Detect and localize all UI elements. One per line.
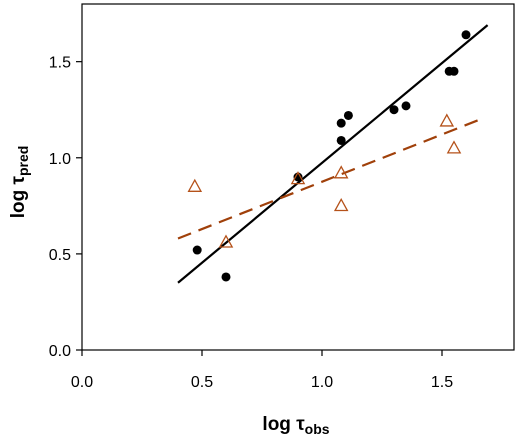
plot-frame (81, 3, 515, 351)
y-tick-label: 0.0 (49, 343, 71, 360)
series-2-point (218, 234, 234, 248)
x-tick-label: 1.5 (431, 374, 453, 391)
series-2 (177, 113, 481, 248)
series-2-fit-line (177, 118, 481, 240)
series-2-point (290, 171, 306, 185)
series-1 (177, 24, 489, 284)
series-1-point (221, 272, 231, 282)
plot-area (177, 24, 489, 284)
series-2-point (439, 113, 455, 127)
series-2-point (446, 140, 462, 154)
series-1-point (192, 245, 202, 255)
series-1-point (336, 118, 346, 128)
series-1-point (449, 66, 459, 76)
x-axis-label-main: log τ (262, 414, 305, 435)
y-axis-label-main: log τ (8, 176, 29, 219)
series-1-point (401, 101, 411, 111)
series-1-point (336, 135, 346, 145)
series-2-point (333, 197, 349, 212)
series-1-point (389, 105, 399, 115)
axes: 0.0 0.5 1.0 1.5 0.0 0.5 1.0 1.5 (49, 3, 515, 391)
series-1-point (461, 30, 471, 40)
x-axis-label-subscript: obs (305, 421, 330, 436)
y-axis-label-subscript: pred (15, 146, 31, 176)
x-tick-label: 0.0 (71, 374, 93, 391)
series-2-point (333, 165, 349, 179)
y-tick-label: 1.5 (49, 55, 71, 72)
y-tick-label: 0.5 (49, 247, 71, 264)
series-1-point (343, 110, 353, 120)
x-tick-label: 0.5 (191, 374, 213, 391)
x-axis-label: log τobs (262, 414, 329, 436)
series-1-fit-line (177, 24, 489, 284)
y-tick-label: 1.0 (49, 151, 71, 168)
series-2-point (187, 178, 203, 192)
x-tick-label: 1.0 (311, 374, 333, 391)
series-1-point (293, 172, 303, 182)
y-axis-label: log τpred (8, 146, 31, 219)
